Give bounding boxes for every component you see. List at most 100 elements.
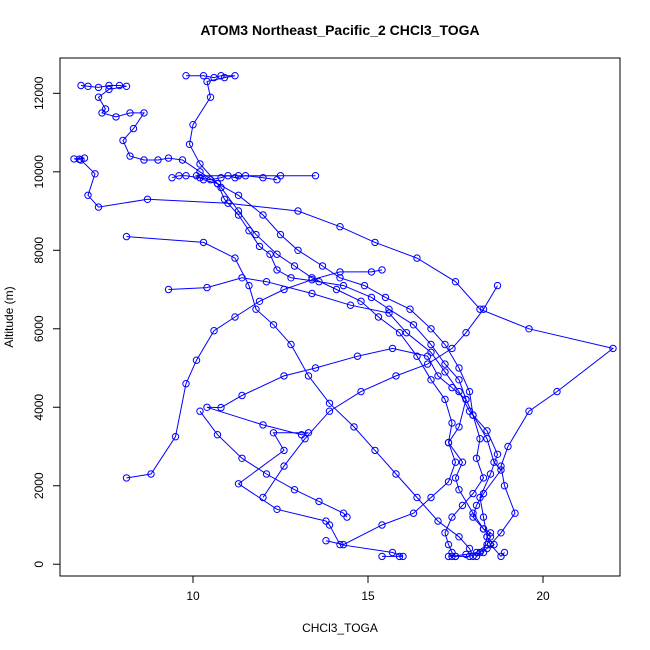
data-point [609, 344, 617, 353]
data-point [367, 293, 376, 302]
data-point [241, 172, 250, 180]
data-point [182, 72, 190, 80]
data-point [472, 552, 481, 561]
data-point [339, 540, 348, 549]
series-line [80, 85, 485, 557]
data-point [413, 352, 421, 360]
data-point [311, 364, 320, 372]
data-point [94, 203, 103, 211]
data-point [360, 281, 369, 290]
plot-area-frame [59, 57, 621, 577]
data-point [217, 72, 225, 80]
data-point [448, 419, 456, 427]
data-point [94, 93, 103, 101]
data-point [402, 329, 411, 337]
data-point [252, 305, 260, 313]
data-point [217, 174, 225, 182]
data-point [486, 540, 495, 549]
chart-title: ATOM3 Northeast_Pacific_2 CHCl3_TOGA [200, 22, 479, 38]
data-point [336, 268, 344, 276]
data-point [98, 109, 106, 117]
data-point [392, 372, 400, 380]
data-point [308, 276, 316, 284]
data-point [178, 156, 187, 164]
data-point [210, 327, 218, 335]
data-point [434, 372, 442, 380]
data-point [525, 407, 533, 415]
data-point [493, 281, 502, 290]
data-point [500, 548, 509, 557]
data-point [245, 281, 253, 290]
data-point [371, 238, 379, 247]
data-point [217, 403, 225, 412]
data-point [234, 480, 243, 488]
data-point [84, 191, 92, 200]
data-point [395, 329, 404, 337]
data-point [273, 176, 281, 184]
data-point [336, 274, 344, 282]
data-point [483, 427, 491, 435]
data-point [245, 227, 253, 235]
data-point [413, 493, 421, 502]
data-point [409, 509, 418, 517]
data-point [367, 268, 376, 276]
data-point [311, 172, 320, 180]
series-line [168, 277, 499, 557]
data-point [262, 278, 271, 286]
data-point [199, 238, 208, 247]
data-point [441, 368, 449, 376]
data-point [441, 360, 449, 368]
data-point [451, 458, 460, 466]
y-tick-label: 2000 [32, 472, 46, 499]
data-point [458, 458, 467, 466]
x-tick-label: 15 [361, 589, 375, 603]
data-point [357, 297, 365, 305]
data-point [325, 399, 334, 407]
data-point [455, 486, 463, 494]
data-point [458, 501, 467, 510]
data-point [332, 285, 341, 294]
data-point [192, 356, 201, 364]
data-point [497, 529, 505, 537]
data-point [217, 183, 225, 192]
data-point [234, 191, 243, 200]
data-point [441, 395, 449, 404]
data-point [322, 517, 330, 525]
data-point [497, 462, 505, 470]
data-point [273, 266, 281, 274]
data-point [77, 156, 85, 164]
data-point [213, 431, 222, 439]
data-point [182, 172, 190, 180]
data-point [105, 85, 113, 94]
data-point [455, 387, 463, 396]
data-point [304, 372, 313, 380]
data-point [469, 489, 477, 498]
data-point [504, 442, 512, 451]
series-layer [70, 72, 617, 561]
data-point [294, 246, 302, 255]
data-point [294, 207, 302, 215]
y-tick-label: 4000 [32, 394, 46, 421]
data-point [378, 552, 386, 561]
data-point [343, 513, 351, 521]
x-tick-label: 10 [186, 589, 200, 603]
data-point [434, 517, 442, 525]
data-point [259, 174, 267, 182]
data-point [465, 544, 474, 553]
data-point [388, 344, 397, 353]
data-point [203, 77, 211, 86]
data-point [318, 262, 327, 270]
data-point [511, 509, 519, 517]
data-point [346, 301, 355, 309]
data-point [455, 423, 463, 431]
data-point [469, 509, 477, 517]
data-point [273, 505, 281, 513]
data-point [325, 407, 334, 415]
data-point [273, 250, 281, 258]
data-point [336, 223, 344, 231]
data-point [252, 230, 260, 239]
data-point [224, 172, 232, 180]
data-point [276, 230, 285, 239]
data-point [259, 421, 267, 429]
data-point [479, 525, 488, 533]
